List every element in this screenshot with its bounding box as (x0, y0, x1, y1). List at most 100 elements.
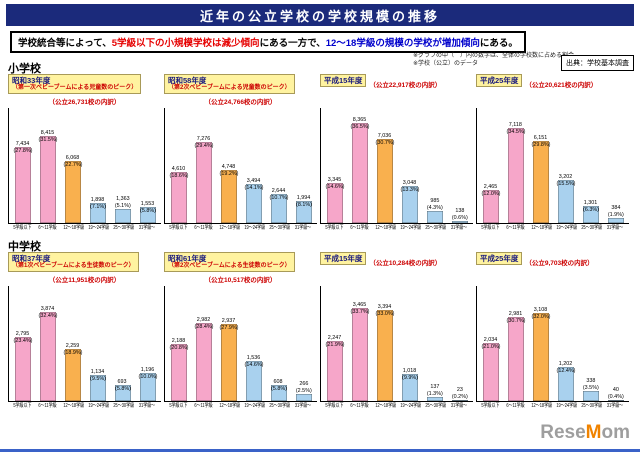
bar-labels: 3,345 (327, 177, 342, 184)
chart-title-box: 平成25年度 (476, 74, 523, 87)
footnotes: ※グラフの中（ ）内の数字は、全体の学校数に占める割合 ※学校（公立）のデータ (413, 53, 574, 68)
chart-year-label: 平成15年度 (324, 254, 363, 263)
bar-percent-label: (30.7%) (506, 318, 525, 324)
bar: (21.9%) (325, 341, 344, 401)
bar-labels: 7,434 (15, 141, 30, 148)
bar-value-label: 2,034 (483, 336, 498, 343)
chart-plot-area: 7,434 (27.8%) 8,415 (31.5%) 6,068 (22.7%) 1,89… (8, 108, 161, 224)
bar-labels: 138 (0.6%) (451, 208, 469, 221)
x-axis-label: 6〜11学級 (506, 225, 525, 231)
bar-value-label: 3,394 (377, 303, 392, 310)
x-axis-label: 19〜24学級 (556, 225, 578, 231)
chart-header: 昭和37年度 （第1次ベビーブームによる生徒数のピーク） （公立11,951校の内訳… (8, 252, 161, 286)
bar-percent-label: (14.6%) (244, 362, 263, 368)
chart-total-label: （公立10,517校の内訳） (204, 277, 277, 284)
bar-labels: 137 (1.3%) (426, 384, 444, 397)
x-axis-label: 31学級〜 (295, 403, 312, 409)
x-axis-label: 25〜30学級 (425, 225, 447, 231)
chart-total-label: （公立20,621校の内訳） (525, 82, 598, 89)
bar-group: 7,036 (30.7%) (373, 133, 397, 223)
x-axis-label: 31学級〜 (451, 403, 468, 409)
x-axis-label: 25〜30学級 (425, 403, 447, 409)
bar: (33.7%) (350, 308, 369, 401)
bar-value-label: 2,188 (171, 337, 186, 344)
x-axis-label: 31学級〜 (607, 403, 624, 409)
x-axis-labels: 5学級以下 6〜11学級 12〜18学級 19〜24学級 25〜30学級 31学級〜 (8, 225, 161, 231)
x-axis-label: 5学級以下 (324, 225, 343, 231)
bar-group: 8,365 (36.5%) (348, 117, 372, 223)
bar-group: 6,068 (22.7%) (61, 155, 85, 223)
bar: (27.9%) (219, 324, 238, 401)
x-axis-label: 19〜24学級 (556, 403, 578, 409)
bar-labels: 2,188 (171, 338, 186, 345)
lead-text-segment: にある一方で、 (259, 38, 326, 49)
bar-value-label: 4,610 (171, 165, 186, 172)
bar-labels: 1,018 (402, 368, 417, 375)
chart-title-box: 平成15年度 (320, 74, 367, 87)
bar: (14.1%) (244, 184, 263, 223)
x-axis-label: 6〜11学級 (38, 225, 57, 231)
x-axis-label: 25〜30学級 (581, 403, 603, 409)
bar-group: 3,874 (32.4%) (36, 306, 60, 401)
bar: (32.0%) (531, 313, 550, 401)
bar-percent-label: (27.8%) (13, 148, 32, 154)
bar-group: 3,494 (14.1%) (242, 178, 266, 223)
chart-title-box: 平成25年度 (476, 252, 523, 265)
bar: (6.3%) (582, 206, 599, 223)
bar-labels: 3,048 (402, 180, 417, 187)
bar-percent-label: (12.0%) (481, 191, 500, 197)
bar-group: 2,465 (12.0%) (479, 184, 503, 223)
bar-labels: 7,276 (196, 136, 211, 143)
bar: (13.3%) (400, 186, 419, 223)
bar: (33.0%) (375, 310, 394, 401)
chart-year-label: 平成25年度 (480, 76, 519, 85)
bar-labels: 3,874 (40, 306, 55, 313)
bar-labels: 2,644 (271, 188, 286, 195)
bar-group: 40 (0.4%) (604, 387, 628, 401)
bar: (18.9%) (63, 349, 82, 401)
bar-labels: 7,036 (377, 133, 392, 140)
bar-percent-label: (36.5%) (350, 124, 369, 130)
school-size-chart-2: 昭和58年度 （第2次ベビーブームによる児童数のピーク） （公立24,766校の内訳… (164, 74, 317, 231)
x-axis-labels: 5学級以下 6〜11学級 12〜18学級 19〜24学級 25〜30学級 31学級〜 (476, 403, 629, 409)
chart-subtitle: （第一次ベビーブームによる児童数のピーク） (12, 85, 138, 91)
bar-group: 2,188 (20.8%) (167, 338, 191, 401)
chart-plot-area: 2,188 (20.8%) 2,982 (28.4%) 2,937 (27.9%) 1,53… (164, 286, 317, 402)
bar-percent-label: (9.5%) (89, 376, 106, 382)
bar-value-label: 3,048 (402, 179, 417, 186)
chart-title-box: 昭和37年度 （第1次ベビーブームによる生徒数のピーク） (8, 252, 139, 272)
chart-plot-area: 2,034 (21.0%) 2,981 (30.7%) 3,108 (32.0%) 1,20… (476, 286, 629, 402)
bar (114, 209, 131, 223)
bar-percent-label: (32.4%) (38, 313, 57, 319)
bar-group: 2,259 (18.9%) (61, 343, 85, 401)
bar-value-label: 1,553 (140, 200, 155, 207)
bar-labels: 3,465 (352, 302, 367, 309)
bar-group: 7,276 (29.4%) (192, 136, 216, 223)
x-axis-labels: 5学級以下 6〜11学級 12〜18学級 19〜24学級 25〜30学級 31学級〜 (164, 403, 317, 409)
bar-group: 138 (0.6%) (448, 208, 472, 223)
bar-group: 2,795 (23.4%) (11, 331, 35, 401)
bar: (9.5%) (89, 375, 106, 401)
bar: (8.1%) (295, 201, 312, 223)
bar-value-label: 7,434 (15, 140, 30, 147)
bar-group: 1,196 (10.0%) (136, 367, 160, 401)
x-axis-labels: 5学級以下 6〜11学級 12〜18学級 19〜24学級 25〜30学級 31学級〜 (320, 403, 473, 409)
bar-labels: 8,415 (40, 130, 55, 137)
bar-percent-label: (19.2%) (219, 171, 238, 177)
x-axis-label: 19〜24学級 (88, 403, 110, 409)
x-axis-label: 5学級以下 (168, 403, 187, 409)
bar-value-label: 7,118 (508, 121, 523, 128)
bar-group: 608 (5.8%) (267, 379, 291, 401)
x-axis-label: 19〜24学級 (244, 225, 266, 231)
x-axis-label: 19〜24学級 (88, 225, 110, 231)
bar: (20.8%) (169, 344, 188, 401)
bar-group: 1,898 (7.1%) (86, 197, 110, 223)
bar: (34.5%) (506, 128, 525, 223)
bar-labels: 40 (0.4%) (607, 387, 625, 400)
bar: (18.6%) (169, 172, 188, 223)
bar-percent-label: (30.7%) (375, 140, 394, 146)
bar: (31.5%) (38, 136, 57, 223)
bar: (14.6%) (244, 361, 263, 401)
bar: (21.0%) (481, 343, 500, 401)
bar-value-label: 137 (429, 384, 439, 390)
